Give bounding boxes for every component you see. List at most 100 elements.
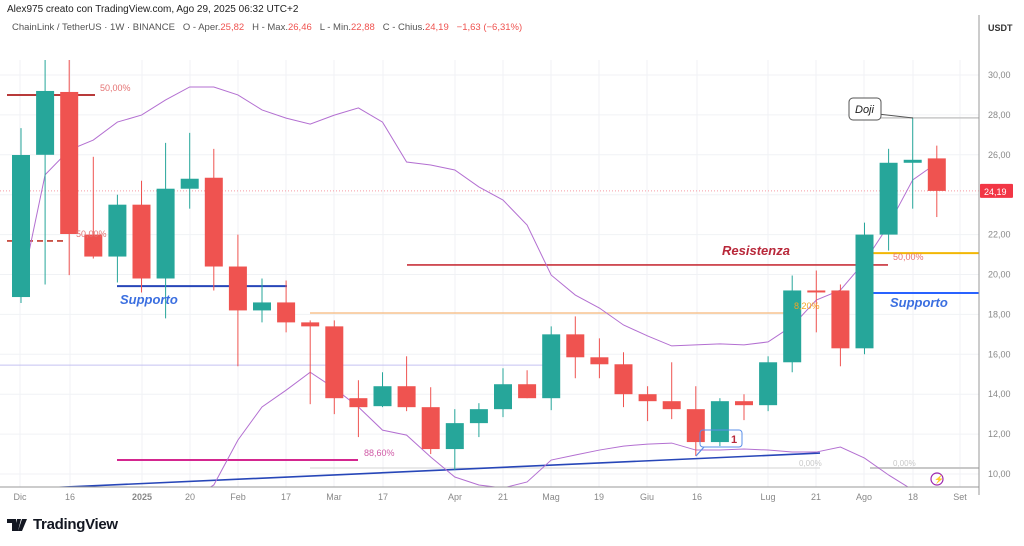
price-axis-tick: 20,00 bbox=[988, 270, 1011, 280]
count-callout-pointer bbox=[695, 446, 705, 457]
price-axis-tick: 16,00 bbox=[988, 349, 1011, 359]
candle-body bbox=[566, 334, 585, 358]
candle-body bbox=[445, 423, 464, 450]
time-axis-tick: 21 bbox=[811, 492, 821, 502]
currency-label: USDT bbox=[988, 23, 1013, 33]
candle-body bbox=[542, 334, 561, 399]
lightning-icon: ⚡ bbox=[934, 474, 944, 484]
candle-body bbox=[180, 178, 199, 189]
doji-callout-text: Doji bbox=[855, 104, 875, 116]
tradingview-logo-icon bbox=[7, 518, 27, 531]
doji-callout bbox=[848, 97, 882, 121]
time-axis-tick: Dic bbox=[14, 492, 27, 502]
candle-body bbox=[903, 159, 922, 163]
symbol-legend: ChainLink / TetherUS · 1W · BINANCE O - … bbox=[12, 22, 522, 33]
time-axis-tick: Lug bbox=[760, 492, 775, 502]
candle-body bbox=[84, 234, 103, 257]
candle-body bbox=[253, 302, 271, 311]
candle-body bbox=[12, 154, 30, 298]
price-axis-tick: 18,00 bbox=[988, 309, 1011, 319]
candle-body bbox=[662, 401, 681, 410]
time-axis-tick: 20 bbox=[185, 492, 195, 502]
candle-body bbox=[228, 266, 247, 311]
candle-body bbox=[759, 362, 778, 406]
time-axis-tick: 17 bbox=[378, 492, 388, 502]
candle-body bbox=[638, 394, 657, 402]
candle-body bbox=[373, 386, 392, 407]
tradingview-logo: TradingView bbox=[7, 516, 118, 533]
time-axis-tick: Giu bbox=[640, 492, 654, 502]
candle-body bbox=[783, 290, 802, 363]
time-axis-tick: 2025 bbox=[132, 492, 152, 502]
candle-body bbox=[927, 158, 946, 191]
symbol-name[interactable]: ChainLink / TetherUS · 1W · BINANCE bbox=[12, 22, 175, 33]
candle-body bbox=[108, 204, 127, 257]
price-axis-tick: 26,00 bbox=[988, 150, 1011, 160]
candle-body bbox=[325, 326, 344, 399]
price-axis-tick: 12,00 bbox=[988, 429, 1011, 439]
resistance-label: Resistenza bbox=[722, 243, 790, 258]
candle-body bbox=[204, 177, 223, 267]
candle-body bbox=[421, 407, 440, 450]
time-axis-tick: Mag bbox=[542, 492, 560, 502]
candle-body bbox=[277, 302, 296, 323]
candle-body bbox=[397, 386, 416, 408]
count-callout bbox=[699, 429, 743, 448]
time-axis-tick: Apr bbox=[448, 492, 462, 502]
close-value: 24,19 bbox=[424, 22, 449, 33]
doji-callout-pointer bbox=[877, 113, 914, 119]
low-value: 22,88 bbox=[351, 22, 375, 33]
candle-body bbox=[36, 90, 55, 155]
fib-orange-label: 8,20% bbox=[794, 301, 820, 311]
candle-body bbox=[494, 384, 512, 410]
fib-100-label: 100,00% bbox=[795, 45, 827, 54]
candle-body bbox=[614, 364, 633, 395]
change-value: −1,63 (−6,31%) bbox=[456, 22, 523, 33]
last-price-badge bbox=[980, 183, 1013, 198]
high-callout bbox=[52, 32, 82, 49]
fib-right-label: 50,00% bbox=[893, 252, 924, 262]
price-axis-tick: 10,00 bbox=[988, 469, 1011, 479]
fib-top-label: 50,00% bbox=[100, 83, 131, 93]
candle-body bbox=[879, 162, 898, 235]
candle-body bbox=[349, 398, 368, 408]
open-value: 25,82 bbox=[220, 22, 245, 33]
last-price-label: 24,19 bbox=[984, 187, 1007, 197]
support-label-left: Supporto bbox=[120, 292, 178, 307]
candle-body bbox=[301, 322, 320, 327]
fib-0-label: 0,00% bbox=[893, 459, 916, 468]
plot-area: 50,00% 50,00% Supporto 8,20% 88,60% Resistenz… bbox=[0, 32, 979, 487]
time-axis-tick: Mar bbox=[326, 492, 342, 502]
candle-body bbox=[518, 384, 537, 399]
price-axis-tick: 22,00 bbox=[988, 230, 1011, 240]
count-callout-text: 1 bbox=[731, 434, 737, 446]
time-axis-tick: Feb bbox=[230, 492, 246, 502]
candle-body bbox=[686, 409, 705, 443]
candle-body bbox=[735, 401, 753, 406]
high-callout-text: 30,94 bbox=[56, 36, 84, 48]
open-label: O - Aper. bbox=[182, 22, 221, 33]
dividend-event-icon bbox=[930, 472, 944, 486]
candle-body bbox=[590, 357, 609, 365]
fib-left-label: 50,00% bbox=[76, 229, 107, 239]
chart-attribution: Alex975 creato con TradingView.com, Ago … bbox=[7, 4, 299, 15]
time-axis-tick: 19 bbox=[594, 492, 604, 502]
fib-0-label: 0,00% bbox=[799, 459, 822, 468]
candle-body bbox=[831, 290, 850, 349]
time-axis-tick: 16 bbox=[65, 492, 75, 502]
price-axis-tick: 28,00 bbox=[988, 110, 1011, 120]
tradingview-logo-text: TradingView bbox=[33, 516, 118, 533]
support-label-right: Supporto bbox=[890, 295, 948, 310]
candle-body bbox=[132, 204, 151, 279]
price-axis-tick: 30,00 bbox=[988, 70, 1011, 80]
fib-100-label: 100,00% bbox=[895, 45, 927, 54]
close-label: C - Chius. bbox=[382, 22, 425, 33]
candle-body bbox=[60, 91, 79, 235]
candle-body bbox=[156, 188, 175, 279]
high-value: 26,46 bbox=[287, 22, 312, 33]
fib-magenta-label: 88,60% bbox=[364, 448, 395, 458]
candle-body bbox=[855, 234, 874, 349]
high-label: H - Max. bbox=[252, 22, 288, 33]
time-axis-tick: 21 bbox=[498, 492, 508, 502]
